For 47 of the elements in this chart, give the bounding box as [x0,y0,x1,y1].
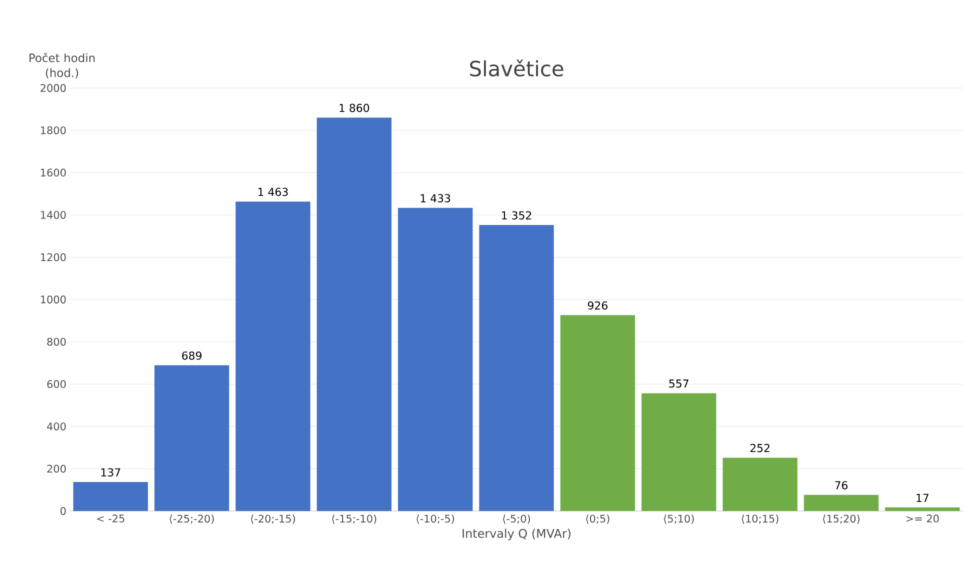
y-tick-label: 400 [47,422,66,430]
y-tick-label: 1200 [41,253,66,262]
data-label: 689 [182,351,202,360]
data-label: 926 [588,301,608,310]
x-tick-label: ⟨-20;-15) [250,514,295,524]
data-label: 76 [835,481,848,490]
data-label: 1 463 [258,188,288,196]
data-label: 252 [750,444,770,452]
data-label: 1 352 [502,211,532,220]
x-tick-label: ⟨10;15) [742,514,778,524]
bar [398,208,473,511]
bar [479,225,554,511]
data-label: 137 [101,468,120,477]
x-tick-label: >= 20 [906,514,939,522]
bar [804,494,879,511]
y-axis-title: Počet hodin (hod.) [30,52,95,78]
x-tick-label: ⟨-5;0) [503,514,530,524]
bar [885,507,960,511]
chart-title: Slavětice [470,60,564,76]
data-label: 1 860 [340,104,370,112]
x-axis-title: Intervaly Q (MVAr) [462,528,570,540]
y-tick-label: 200 [47,464,66,473]
bar [642,393,716,511]
y-tick-label: 2000 [40,84,66,92]
x-tick-label: ⟨-10;-5) [416,514,454,524]
bar [73,482,148,511]
x-tick-label: < -25 [97,514,124,522]
y-tick-label: 800 [47,338,66,346]
y-tick-label: 0 [60,507,66,515]
y-tick-label: 1600 [41,168,66,177]
x-tick-label: ⟨-15;-10) [332,514,376,524]
bar [316,118,392,511]
y-tick-label: 1000 [41,296,66,304]
data-label: 17 [916,494,928,502]
x-tick-label: ⟨15;20) [823,514,860,524]
x-tick-label: ⟨0;5) [586,514,610,524]
data-label: 1 433 [420,194,450,202]
x-tick-label: ⟨5;10) [664,514,694,524]
bar [236,202,310,511]
bar [722,458,798,511]
y-tick-label: 1800 [41,126,66,134]
bar [560,315,636,511]
y-tick-label: 1400 [41,210,66,219]
y-tick-label: 600 [47,380,66,388]
x-tick-label: ⟨-25;-20) [170,514,214,524]
data-label: 557 [669,380,688,388]
bar [154,365,230,511]
